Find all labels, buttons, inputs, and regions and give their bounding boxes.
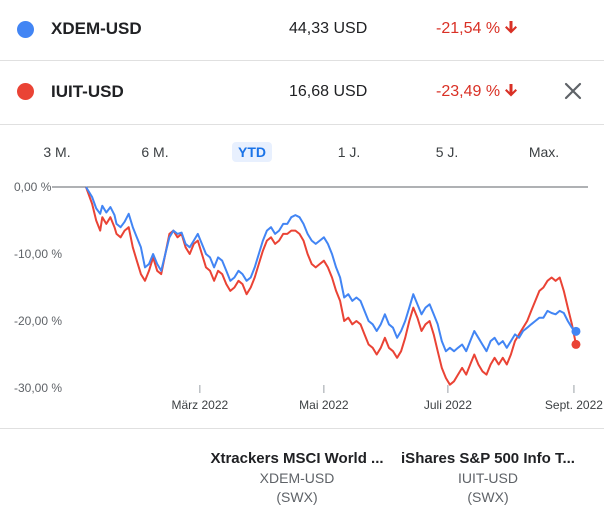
series-lines xyxy=(85,186,577,386)
close-icon[interactable] xyxy=(562,80,584,102)
arrow-down-icon xyxy=(505,21,517,34)
range-ytd[interactable]: YTD xyxy=(232,142,272,162)
fund-exchange: (SWX) xyxy=(276,489,318,505)
series-end-markers xyxy=(571,326,581,349)
series-line-iuit-usd xyxy=(85,186,577,386)
symbol-label: XDEM-USD xyxy=(51,19,142,38)
comparison-row-iuit[interactable]: IUIT-USD 16,68 USD -23,49 % xyxy=(0,60,604,125)
x-tick-label: Mai 2022 xyxy=(299,398,349,412)
y-tick-label: -10,00 % xyxy=(14,247,62,261)
y-tick-label: -30,00 % xyxy=(14,381,62,395)
footer-item-iuit[interactable]: iShares S&P 500 Info T... IUIT-USD (SWX) xyxy=(398,450,578,505)
range-3m[interactable]: 3 M. xyxy=(43,144,71,160)
series-end-point-xdem-usd xyxy=(571,326,581,336)
series-color-dot xyxy=(17,83,34,100)
range-6m[interactable]: 6 M. xyxy=(141,144,169,160)
series-line-xdem-usd xyxy=(85,186,577,353)
fund-name: Xtrackers MSCI World ... xyxy=(210,450,384,467)
y-tick-label: 0,00 % xyxy=(14,180,52,194)
fund-symbol: IUIT-USD xyxy=(458,470,518,486)
footer-item-xdem[interactable]: Xtrackers MSCI World ... XDEM-USD (SWX) xyxy=(207,450,387,505)
comparison-row-xdem[interactable]: XDEM-USD 44,33 USD -21,54 % xyxy=(0,0,604,61)
price-label: 44,33 USD xyxy=(289,20,368,37)
x-tick-label: März 2022 xyxy=(171,398,228,412)
y-axis: 0,00 % -10,00 % -20,00 % -30,00 % xyxy=(14,180,588,395)
y-tick-label: -20,00 % xyxy=(14,314,62,328)
change-label: -23,49 % xyxy=(436,83,501,100)
symbol-label: IUIT-USD xyxy=(51,82,124,101)
x-tick-label: Juli 2022 xyxy=(424,398,472,412)
fund-exchange: (SWX) xyxy=(467,489,509,505)
range-max[interactable]: Max. xyxy=(528,144,560,160)
change-label: -21,54 % xyxy=(436,20,501,37)
comparison-chart[interactable]: 0,00 % -10,00 % -20,00 % -30,00 % März 2022… xyxy=(0,172,604,412)
divider xyxy=(0,428,604,429)
x-axis: März 2022 Mai 2022 Juli 2022 Sept. 2022 xyxy=(171,385,603,412)
fund-name: iShares S&P 500 Info T... xyxy=(401,450,575,467)
series-end-point-iuit-usd xyxy=(571,339,581,349)
price-label: 16,68 USD xyxy=(289,83,368,100)
fund-symbol: XDEM-USD xyxy=(259,470,335,486)
arrow-down-icon xyxy=(505,84,517,97)
range-1y[interactable]: 1 J. xyxy=(337,144,361,160)
series-color-dot xyxy=(17,21,34,38)
range-5y[interactable]: 5 J. xyxy=(435,144,459,160)
range-selector: 3 M. 6 M. YTD 1 J. 5 J. Max. xyxy=(0,140,604,170)
x-tick-label: Sept. 2022 xyxy=(545,398,603,412)
